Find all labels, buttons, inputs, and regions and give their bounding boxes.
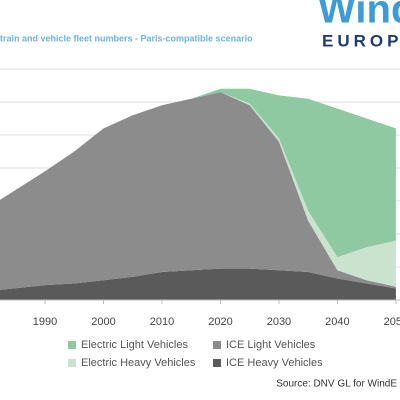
legend-label: ICE Light Vehicles	[226, 339, 316, 351]
legend-swatch	[68, 341, 76, 349]
legend-swatch	[213, 359, 221, 367]
legend-label: ICE Heavy Vehicles	[226, 357, 323, 369]
area	[0, 88, 396, 258]
x-tick-label: 2000	[91, 316, 115, 328]
area	[0, 92, 396, 290]
chart-title: train and vehicle fleet numbers - Paris-…	[0, 33, 253, 43]
x-tick-label: 1990	[33, 316, 57, 328]
x-tick-label: 2010	[150, 316, 174, 328]
logo-subword: EUROPE	[322, 31, 400, 50]
legend-swatch	[68, 359, 76, 367]
x-tick-label: 2020	[208, 316, 232, 328]
legend-swatch	[213, 341, 221, 349]
area	[0, 268, 396, 300]
area	[0, 92, 396, 287]
x-tick-label: 2040	[325, 316, 349, 328]
x-tick-label: 2030	[267, 316, 291, 328]
source: Source: DNV GL for WindE	[276, 379, 397, 390]
logo-word: Wind	[318, 0, 400, 32]
legend-label: Electric Heavy Vehicles	[81, 357, 196, 369]
x-tick-label: 2050	[384, 316, 400, 328]
legend-label: Electric Light Vehicles	[81, 339, 188, 351]
